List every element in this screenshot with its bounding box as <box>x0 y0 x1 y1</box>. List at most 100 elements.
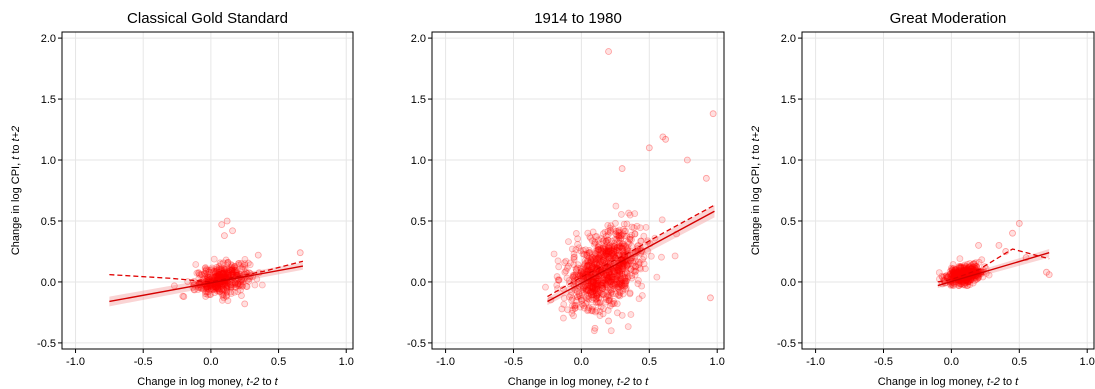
data-point <box>193 269 201 277</box>
data-point <box>601 276 609 284</box>
data-point <box>584 263 591 271</box>
data-point <box>947 270 954 278</box>
data-point <box>629 257 637 265</box>
data-point <box>235 260 243 267</box>
data-point <box>578 300 586 308</box>
data-point <box>593 282 601 290</box>
data-point <box>593 292 600 300</box>
data-point <box>602 270 610 278</box>
data-point <box>615 239 623 247</box>
data-point <box>610 243 618 251</box>
data-point <box>617 275 625 283</box>
data-point <box>572 271 580 279</box>
data-point <box>631 210 639 218</box>
data-point <box>642 223 650 231</box>
data-point <box>604 221 612 229</box>
data-point <box>554 276 562 284</box>
data-point <box>613 278 621 286</box>
data-point <box>606 248 614 256</box>
data-point <box>604 260 612 268</box>
data-point <box>605 247 613 255</box>
data-point <box>597 281 605 288</box>
data-point <box>631 230 639 238</box>
data-point <box>617 232 624 240</box>
data-point <box>224 258 232 266</box>
data-point <box>580 302 588 309</box>
data-point <box>633 222 641 230</box>
data-point <box>227 288 235 296</box>
plot-frame <box>801 31 1095 350</box>
data-point <box>572 301 580 309</box>
data-point <box>599 290 607 298</box>
data-point <box>203 284 211 291</box>
data-point <box>610 297 617 305</box>
data-point <box>653 273 661 281</box>
data-point <box>595 254 603 262</box>
data-point <box>608 273 616 281</box>
data-point <box>218 270 226 278</box>
data-point <box>584 266 592 274</box>
data-point <box>607 277 614 285</box>
data-point <box>602 237 610 245</box>
data-point <box>617 277 624 285</box>
data-point <box>604 273 612 281</box>
data-point <box>180 293 188 300</box>
data-point <box>581 251 588 258</box>
data-point <box>215 273 223 280</box>
data-point <box>579 286 587 293</box>
data-point <box>610 250 618 258</box>
data-point <box>616 279 624 287</box>
data-point <box>196 271 204 279</box>
data-point <box>610 267 618 275</box>
data-point <box>600 279 607 286</box>
data-point <box>219 269 227 277</box>
data-point <box>598 284 606 292</box>
data-point <box>592 253 600 261</box>
data-point <box>615 280 623 288</box>
data-point <box>619 244 627 252</box>
data-point <box>600 255 608 263</box>
data-point <box>589 288 597 296</box>
data-point <box>564 262 572 270</box>
x-tick-label: 0.5 <box>271 356 286 368</box>
data-point <box>590 291 598 299</box>
data-point <box>571 302 578 310</box>
data-point <box>623 232 631 240</box>
data-point <box>604 249 612 257</box>
data-point <box>234 281 241 289</box>
data-point <box>598 251 606 259</box>
data-point <box>560 300 568 308</box>
data-point <box>596 312 604 319</box>
data-point <box>604 307 612 314</box>
data-point <box>607 270 615 278</box>
data-point <box>613 283 621 291</box>
data-point <box>569 306 576 314</box>
data-point <box>618 242 626 250</box>
data-point <box>582 246 589 254</box>
data-point <box>223 217 231 225</box>
y-tick-label: 1.5 <box>781 94 796 106</box>
data-point <box>215 271 223 278</box>
data-point <box>949 261 957 268</box>
data-point <box>587 288 594 296</box>
data-point <box>244 259 252 267</box>
data-point <box>204 267 212 274</box>
data-point <box>192 261 200 268</box>
data-point <box>229 264 237 272</box>
data-point <box>628 274 636 282</box>
data-point <box>578 266 586 273</box>
data-point <box>964 260 971 268</box>
data-point <box>953 271 961 279</box>
data-point <box>586 282 594 290</box>
data-point <box>623 262 630 270</box>
data-point <box>224 271 232 279</box>
x-axis-label: Change in log money, t-2 to t <box>137 376 278 388</box>
data-point <box>948 266 956 274</box>
data-point <box>964 278 972 286</box>
data-point <box>217 260 225 268</box>
data-point <box>573 293 581 301</box>
data-point <box>611 236 619 244</box>
data-point <box>225 270 233 277</box>
data-point <box>628 223 636 231</box>
data-point <box>197 285 205 293</box>
